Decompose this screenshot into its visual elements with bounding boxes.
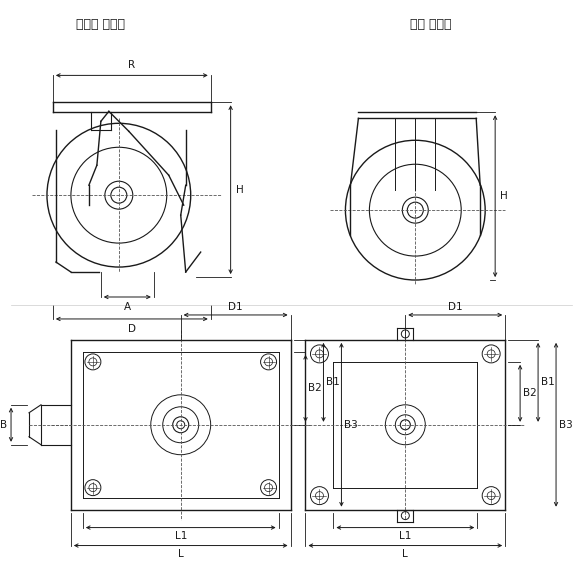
Text: R: R — [128, 60, 136, 70]
Text: L1: L1 — [175, 530, 187, 540]
Text: D: D — [128, 324, 136, 334]
Text: H: H — [236, 185, 243, 195]
Text: B1: B1 — [541, 377, 555, 387]
Text: B2: B2 — [523, 389, 537, 398]
Text: H: H — [500, 191, 508, 201]
Text: D1: D1 — [448, 302, 463, 312]
Text: L: L — [402, 548, 408, 558]
Text: A: A — [124, 302, 131, 312]
Text: B2: B2 — [308, 383, 322, 393]
Text: B3: B3 — [345, 420, 358, 430]
Text: L: L — [178, 548, 183, 558]
Text: L1: L1 — [399, 530, 411, 540]
Text: B1: B1 — [327, 377, 340, 387]
Text: D1: D1 — [228, 302, 243, 312]
Text: B: B — [0, 420, 7, 430]
Text: 고정 캐스터: 고정 캐스터 — [410, 19, 451, 32]
Text: B3: B3 — [559, 420, 573, 430]
Text: 스위벨 캐스터: 스위벨 캐스터 — [76, 19, 125, 32]
